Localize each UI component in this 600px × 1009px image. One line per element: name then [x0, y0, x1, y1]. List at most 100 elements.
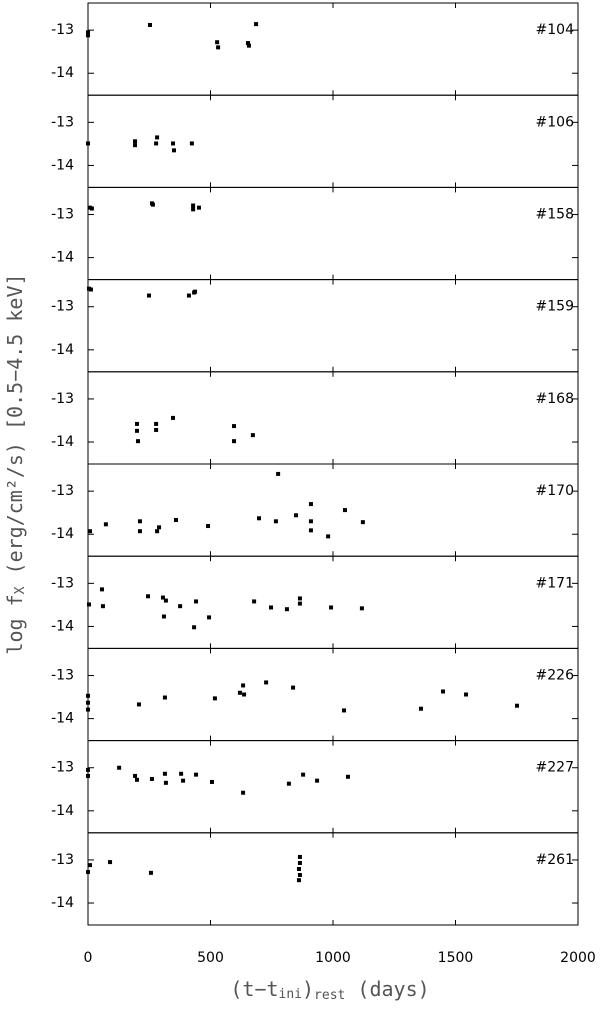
data-point	[342, 708, 347, 713]
data-point	[163, 598, 168, 603]
y-tick-label: -14	[51, 895, 74, 911]
y-tick-label: -13	[51, 22, 74, 38]
x-tick-label: 1500	[438, 950, 474, 966]
data-point	[86, 30, 90, 35]
x-label-sub: rest	[314, 988, 345, 1003]
y-tick-label: -13	[51, 207, 74, 223]
y-tick-label: -13	[51, 760, 74, 776]
data-point	[514, 703, 519, 708]
data-point	[179, 771, 184, 776]
panel-label: #159	[536, 299, 574, 315]
y-tick-label: -14	[51, 803, 74, 819]
data-point	[86, 700, 90, 705]
data-point	[269, 605, 274, 610]
data-point	[212, 696, 217, 701]
data-point	[241, 790, 246, 795]
panel-label: #170	[536, 483, 574, 499]
y-tick-label: -14	[51, 618, 74, 634]
data-point	[329, 605, 334, 610]
data-point	[87, 863, 92, 868]
panel-frame	[87, 647, 579, 742]
data-point	[86, 33, 90, 38]
data-point	[86, 141, 90, 146]
panel-label: #158	[536, 207, 574, 223]
data-point	[133, 143, 138, 148]
y-tick-label: -13	[51, 852, 74, 868]
data-point	[99, 587, 104, 592]
data-point	[237, 690, 242, 695]
data-point	[133, 773, 138, 778]
data-point	[154, 427, 159, 432]
data-point	[273, 519, 278, 524]
data-point	[297, 873, 302, 878]
data-point	[154, 141, 159, 146]
data-point	[135, 777, 139, 782]
data-point	[137, 529, 142, 534]
y-tick-label: -14	[51, 711, 74, 727]
data-point	[206, 524, 211, 529]
y-tick-label: -13	[51, 114, 74, 130]
y-label-part: log f	[3, 594, 27, 654]
data-point	[86, 707, 90, 712]
data-point	[294, 513, 299, 518]
data-point	[297, 860, 302, 865]
data-point	[297, 596, 302, 601]
data-point	[209, 779, 214, 784]
data-point	[149, 776, 154, 781]
x-label-part: )	[302, 977, 314, 1001]
x-tick-label: 0	[84, 950, 93, 966]
data-point	[296, 866, 301, 871]
data-point	[241, 683, 246, 688]
data-point	[135, 428, 139, 433]
data-point	[252, 599, 257, 604]
data-point	[359, 606, 364, 611]
data-point	[207, 615, 212, 620]
data-point	[286, 781, 291, 786]
panel-frame	[87, 371, 579, 465]
data-point	[264, 680, 269, 685]
data-point	[245, 41, 250, 46]
y-tick-label: -13	[51, 575, 74, 591]
data-point	[117, 765, 122, 770]
panel-frame	[87, 832, 579, 926]
data-point	[297, 601, 302, 606]
data-point	[86, 773, 90, 778]
data-point	[464, 692, 469, 697]
data-point	[135, 439, 140, 444]
data-point	[343, 508, 348, 513]
data-point	[88, 287, 93, 292]
data-point	[232, 439, 237, 444]
data-point	[315, 778, 320, 783]
panel-frame	[87, 463, 579, 557]
data-point	[360, 520, 365, 525]
data-point	[86, 693, 90, 698]
data-point	[215, 40, 220, 45]
data-point	[155, 135, 160, 140]
x-label-part: (days)	[345, 977, 429, 1001]
data-point	[192, 625, 197, 630]
data-point	[173, 518, 178, 523]
x-tick-label: 2000	[560, 950, 596, 966]
data-point	[162, 695, 167, 700]
data-point	[242, 692, 247, 697]
data-point	[147, 293, 152, 298]
panel-frame	[87, 186, 579, 281]
data-point	[154, 421, 159, 426]
data-point	[326, 534, 331, 539]
data-point	[135, 421, 139, 426]
x-tick-label: 1000	[315, 950, 351, 966]
data-point	[232, 424, 237, 429]
data-point	[191, 207, 196, 212]
panel-frame	[87, 2, 579, 96]
x-axis-label: (t−tini)rest (days)	[230, 977, 429, 1003]
data-point	[103, 522, 108, 527]
panel-label: #106	[536, 114, 575, 130]
panel-label: #168	[536, 391, 574, 407]
x-label-sub: ini	[279, 987, 302, 1002]
x-tick-label: 500	[197, 950, 224, 966]
data-point	[441, 689, 446, 694]
data-point	[194, 599, 199, 604]
data-point	[216, 45, 221, 50]
data-point	[86, 602, 91, 607]
